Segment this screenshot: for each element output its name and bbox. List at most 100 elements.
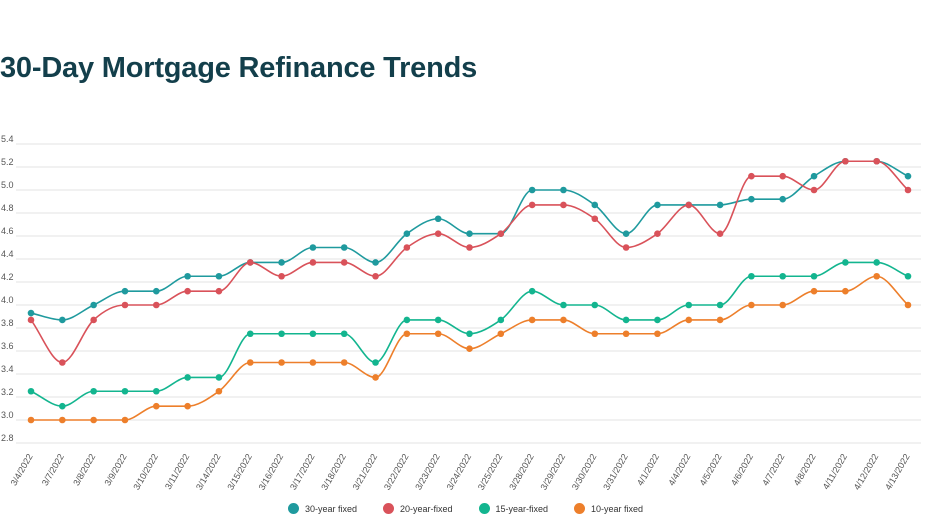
data-point[interactable]: [810, 272, 818, 280]
data-point[interactable]: [434, 330, 442, 338]
data-point[interactable]: [716, 201, 724, 209]
data-point[interactable]: [842, 287, 849, 295]
data-point[interactable]: [215, 387, 223, 395]
data-point[interactable]: [372, 259, 379, 266]
data-point[interactable]: [528, 186, 536, 194]
data-point[interactable]: [497, 230, 505, 237]
data-point[interactable]: [27, 416, 35, 424]
data-point[interactable]: [184, 272, 191, 280]
legend-item-15-year[interactable]: 15-year-fixed: [478, 503, 548, 514]
data-point[interactable]: [184, 402, 191, 410]
data-point[interactable]: [591, 301, 599, 309]
data-point[interactable]: [716, 301, 724, 309]
data-point[interactable]: [215, 287, 223, 295]
legend-item-20-year[interactable]: 20-year-fixed: [382, 503, 453, 514]
data-point[interactable]: [497, 316, 505, 324]
data-point[interactable]: [779, 172, 787, 180]
data-point[interactable]: [27, 316, 35, 324]
data-point[interactable]: [90, 301, 97, 309]
data-point[interactable]: [654, 201, 661, 209]
data-point[interactable]: [121, 287, 129, 295]
data-point[interactable]: [560, 186, 567, 194]
data-point[interactable]: [372, 272, 379, 280]
data-point[interactable]: [591, 201, 599, 209]
data-point[interactable]: [685, 316, 693, 324]
data-point[interactable]: [278, 330, 285, 338]
data-point[interactable]: [779, 301, 787, 309]
data-point[interactable]: [560, 301, 567, 309]
data-point[interactable]: [121, 416, 129, 424]
data-point[interactable]: [716, 316, 724, 324]
data-point[interactable]: [842, 157, 849, 165]
data-point[interactable]: [748, 172, 755, 180]
data-point[interactable]: [90, 316, 97, 324]
data-point[interactable]: [434, 215, 442, 223]
data-point[interactable]: [904, 272, 912, 280]
data-point[interactable]: [246, 259, 254, 266]
data-point[interactable]: [121, 387, 129, 395]
data-point[interactable]: [654, 230, 661, 237]
data-point[interactable]: [184, 374, 191, 381]
data-point[interactable]: [528, 201, 536, 209]
data-point[interactable]: [152, 402, 160, 410]
data-point[interactable]: [654, 330, 661, 338]
data-point[interactable]: [340, 244, 348, 251]
data-point[interactable]: [528, 287, 536, 295]
legend-item-30-year[interactable]: 30-year fixed: [287, 503, 357, 514]
data-point[interactable]: [372, 374, 379, 381]
data-point[interactable]: [309, 330, 317, 338]
data-point[interactable]: [90, 387, 97, 395]
data-point[interactable]: [466, 345, 473, 353]
data-point[interactable]: [466, 244, 473, 251]
data-point[interactable]: [466, 330, 473, 338]
data-point[interactable]: [591, 330, 599, 338]
data-point[interactable]: [340, 359, 348, 366]
data-point[interactable]: [497, 330, 505, 338]
data-point[interactable]: [403, 244, 411, 251]
data-point[interactable]: [560, 201, 567, 209]
data-point[interactable]: [278, 359, 285, 366]
data-point[interactable]: [810, 287, 818, 295]
data-point[interactable]: [403, 230, 411, 237]
data-point[interactable]: [560, 316, 567, 324]
data-point[interactable]: [309, 259, 317, 266]
data-point[interactable]: [622, 316, 630, 324]
data-point[interactable]: [528, 316, 536, 324]
data-point[interactable]: [748, 301, 755, 309]
data-point[interactable]: [810, 186, 818, 194]
data-point[interactable]: [654, 316, 661, 324]
data-point[interactable]: [309, 359, 317, 366]
data-point[interactable]: [434, 316, 442, 324]
data-point[interactable]: [309, 244, 317, 251]
data-point[interactable]: [152, 387, 160, 395]
data-point[interactable]: [121, 301, 129, 309]
data-point[interactable]: [372, 359, 379, 366]
data-point[interactable]: [340, 259, 348, 266]
data-point[interactable]: [246, 330, 254, 338]
data-point[interactable]: [622, 330, 630, 338]
data-point[interactable]: [810, 172, 818, 180]
data-point[interactable]: [466, 230, 473, 237]
data-point[interactable]: [873, 259, 880, 266]
data-point[interactable]: [779, 195, 787, 203]
data-point[interactable]: [90, 416, 97, 424]
data-point[interactable]: [403, 316, 411, 324]
data-point[interactable]: [622, 244, 630, 251]
data-point[interactable]: [873, 272, 880, 280]
data-point[interactable]: [59, 402, 66, 410]
data-point[interactable]: [434, 230, 442, 237]
data-point[interactable]: [842, 259, 849, 266]
data-point[interactable]: [904, 186, 912, 194]
data-point[interactable]: [278, 259, 285, 266]
data-point[interactable]: [748, 195, 755, 203]
legend-item-10-year[interactable]: 10-year fixed: [574, 503, 643, 514]
data-point[interactable]: [152, 301, 160, 309]
data-point[interactable]: [278, 272, 285, 280]
data-point[interactable]: [215, 272, 223, 280]
data-point[interactable]: [685, 201, 693, 209]
data-point[interactable]: [873, 157, 880, 165]
data-point[interactable]: [59, 416, 66, 424]
data-point[interactable]: [748, 272, 755, 280]
data-point[interactable]: [622, 230, 630, 237]
data-point[interactable]: [184, 287, 191, 295]
